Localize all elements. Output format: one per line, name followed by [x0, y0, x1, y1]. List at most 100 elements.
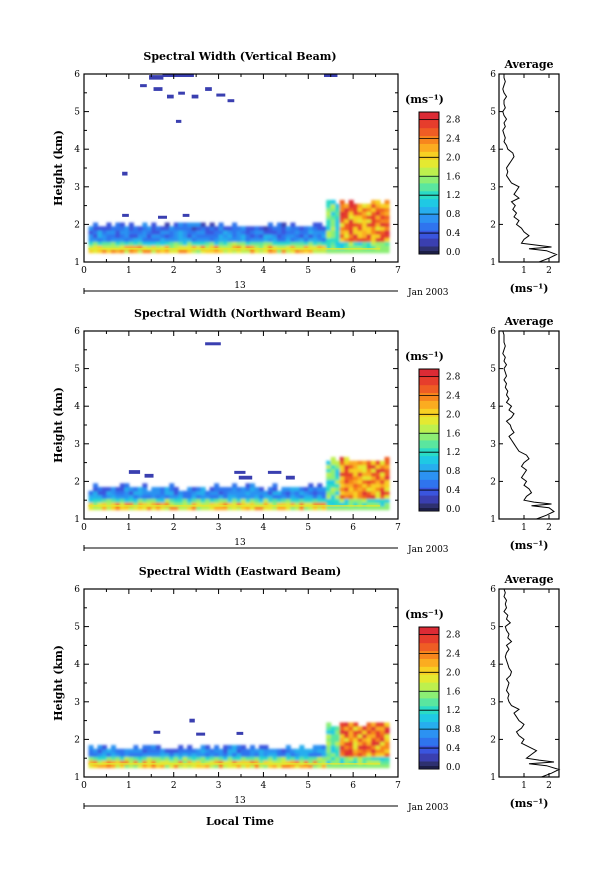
y-tick-label: 2 [74, 477, 80, 487]
average-profile-line [502, 74, 558, 263]
echo-cell [285, 475, 295, 480]
y-tick-label: 5 [74, 365, 80, 375]
x-tick-label: 7 [395, 266, 401, 276]
y-tick-label: 5 [74, 108, 80, 118]
colorbar-segment [419, 246, 439, 255]
colorbar-segment [419, 495, 439, 504]
colorbar-tick-label: 2.8 [446, 630, 461, 640]
spectral-width-field [88, 342, 390, 511]
echo-cell [175, 119, 182, 123]
echo-cell [191, 94, 199, 99]
average-profile-line [502, 330, 555, 520]
echo-cell [182, 213, 190, 217]
colorbar-tick-label: 0.8 [446, 467, 461, 477]
colorbar-tick-label: 2.8 [446, 372, 461, 382]
colorbar-segment [419, 408, 439, 417]
colorbar-segment [419, 112, 439, 121]
colorbar-segment [419, 666, 439, 675]
spectral-width-field [88, 718, 390, 769]
y-axis-label: Height (km) [52, 130, 65, 206]
colorbar-tick-label: 1.6 [446, 429, 461, 439]
average-x-label: (ms⁻¹) [510, 797, 549, 810]
colorbar-segment [419, 230, 439, 239]
echo-cell [144, 473, 154, 478]
colorbar-segment [419, 642, 439, 652]
day-label: 13 [234, 281, 246, 291]
colorbar-segment [419, 384, 439, 394]
day-label: 13 [234, 796, 246, 806]
y-tick-label: 1 [74, 258, 80, 268]
echo-cell [122, 213, 129, 217]
y-axis-label: Height (km) [52, 387, 65, 463]
echo-cell [189, 718, 195, 723]
average-frame [498, 330, 560, 520]
y-tick-label: 6 [74, 585, 80, 595]
average-y-tick-label: 5 [490, 365, 496, 375]
echo-cell [153, 730, 161, 734]
colorbar-segment [419, 721, 439, 730]
average-y-tick-label: 4 [490, 402, 496, 412]
x-tick-label: 7 [395, 523, 401, 533]
colorbar-tick-label: 0.4 [446, 486, 461, 496]
y-tick-label: 2 [74, 735, 80, 745]
colorbar-segment [419, 206, 439, 215]
x-tick-label: 4 [261, 781, 267, 791]
average-y-tick-label: 4 [490, 660, 496, 670]
colorbar-segment [419, 682, 439, 691]
colorbar-segment [419, 650, 439, 659]
average-x-tick-label: 2 [546, 523, 552, 533]
panel-title: Spectral Width (Eastward Beam) [139, 565, 341, 578]
y-tick-label: 2 [74, 220, 80, 230]
x-tick-label: 3 [216, 266, 222, 276]
colorbar-segment [419, 222, 439, 231]
colorbar-tick-label: 2.0 [446, 668, 461, 678]
date-label: Jan 2003 [407, 545, 449, 555]
echo-cell [238, 475, 253, 480]
colorbar-tick-label: 0.0 [446, 505, 461, 515]
panel-title: Spectral Width (Northward Beam) [134, 307, 346, 320]
colorbar-tick-label: 0.8 [446, 210, 461, 220]
average-x-label: (ms⁻¹) [510, 539, 549, 552]
x-tick-label: 6 [350, 266, 356, 276]
colorbar-tick-label: 2.0 [446, 410, 461, 420]
y-tick-label: 1 [74, 773, 80, 783]
y-axis-label: Height (km) [52, 645, 65, 721]
panel-2: Spectral Width (Northward Beam)0 1 2 3 4 5 6 71… [52, 307, 560, 555]
colorbar-segment [419, 183, 439, 192]
y-tick-label: 6 [74, 327, 80, 337]
colorbar-segment [419, 119, 439, 129]
average-title: Average [503, 315, 553, 328]
x-tick-label: 1 [126, 523, 132, 533]
average-x-tick-label: 2 [546, 781, 552, 791]
colorbar-segment [419, 745, 439, 754]
colorbar-segment [419, 392, 439, 401]
colorbar-tick-label: 0.0 [446, 248, 461, 258]
y-tick-label: 5 [74, 623, 80, 633]
average-y-tick-label: 6 [490, 70, 496, 80]
x-tick-label: 2 [171, 523, 177, 533]
day-label: 13 [234, 538, 246, 548]
colorbar-segment [419, 143, 439, 152]
colorbar-segment [419, 729, 439, 738]
colorbar-tick-label: 2.8 [446, 115, 461, 125]
x-tick-label: 3 [216, 523, 222, 533]
colorbar-frame [418, 626, 440, 770]
x-tick-label: 2 [171, 266, 177, 276]
date-label: Jan 2003 [407, 288, 449, 298]
colorbar-tick-label: 2.4 [446, 134, 461, 144]
echo-cell [162, 74, 194, 78]
average-y-tick-label: 5 [490, 108, 496, 118]
colorbar-segment [419, 238, 439, 247]
colorbar-frame [418, 111, 440, 255]
colorbar-tick-label: 0.4 [446, 229, 461, 239]
colorbar-tick-label: 0.4 [446, 744, 461, 754]
colorbar-segment [419, 658, 439, 667]
colorbar-tick-label: 1.2 [446, 448, 460, 458]
average-x-tick-label: 2 [546, 266, 552, 276]
average-x-tick-label: 1 [521, 781, 527, 791]
colorbar-segment [419, 698, 439, 707]
x-tick-label: 5 [305, 523, 311, 533]
colorbar-segment [419, 369, 439, 378]
echo-cell [158, 215, 167, 219]
